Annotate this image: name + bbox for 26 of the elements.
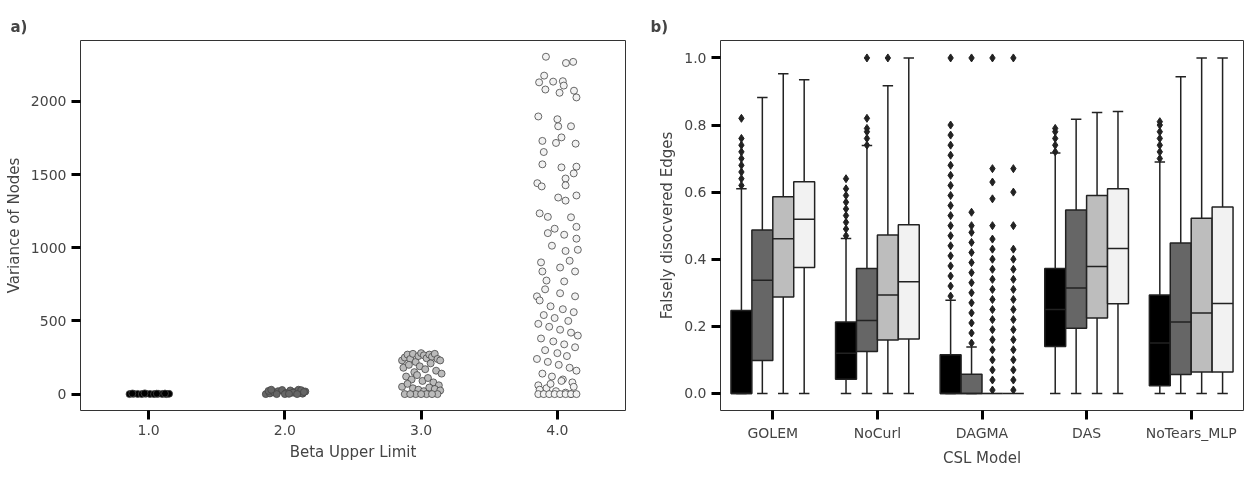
x-tick-label: DAS xyxy=(1072,424,1102,441)
y-tick-label: 0.8 xyxy=(684,117,707,134)
x-tick-label: 2.0 xyxy=(273,421,297,438)
y-tick-label: 0.2 xyxy=(684,318,707,335)
y-tick-label: 0 xyxy=(57,386,67,403)
x-tick-label: NoCurl xyxy=(853,424,902,441)
x-axis-title: Beta Upper Limit xyxy=(289,442,417,461)
y-tick-label: 2000 xyxy=(30,93,67,110)
x-tick-label: GOLEM xyxy=(747,424,799,441)
y-tick-label: 1000 xyxy=(30,239,67,256)
chart-title: a) xyxy=(10,17,28,36)
y-tick-label: 1.0 xyxy=(684,49,707,66)
y-tick-label: 0.6 xyxy=(684,184,707,201)
x-axis-title: CSL Model xyxy=(942,448,1022,467)
y-tick-label: 1500 xyxy=(30,166,67,183)
y-axis-title: Variance of Nodes xyxy=(4,157,23,294)
y-tick-label: 500 xyxy=(39,312,67,329)
chart-title: b) xyxy=(650,17,669,36)
x-tick-label: DAGMA xyxy=(955,424,1009,441)
x-tick-label: NoTears_MLP xyxy=(1145,424,1237,441)
x-tick-label: 4.0 xyxy=(546,421,569,438)
x-tick-label: 3.0 xyxy=(409,421,433,438)
y-tick-label: 0.4 xyxy=(684,251,707,268)
y-tick-label: 0.0 xyxy=(684,385,707,402)
y-axis-title: Falsely disocvered Edges xyxy=(658,131,677,320)
x-tick-label: 1.0 xyxy=(137,421,160,438)
